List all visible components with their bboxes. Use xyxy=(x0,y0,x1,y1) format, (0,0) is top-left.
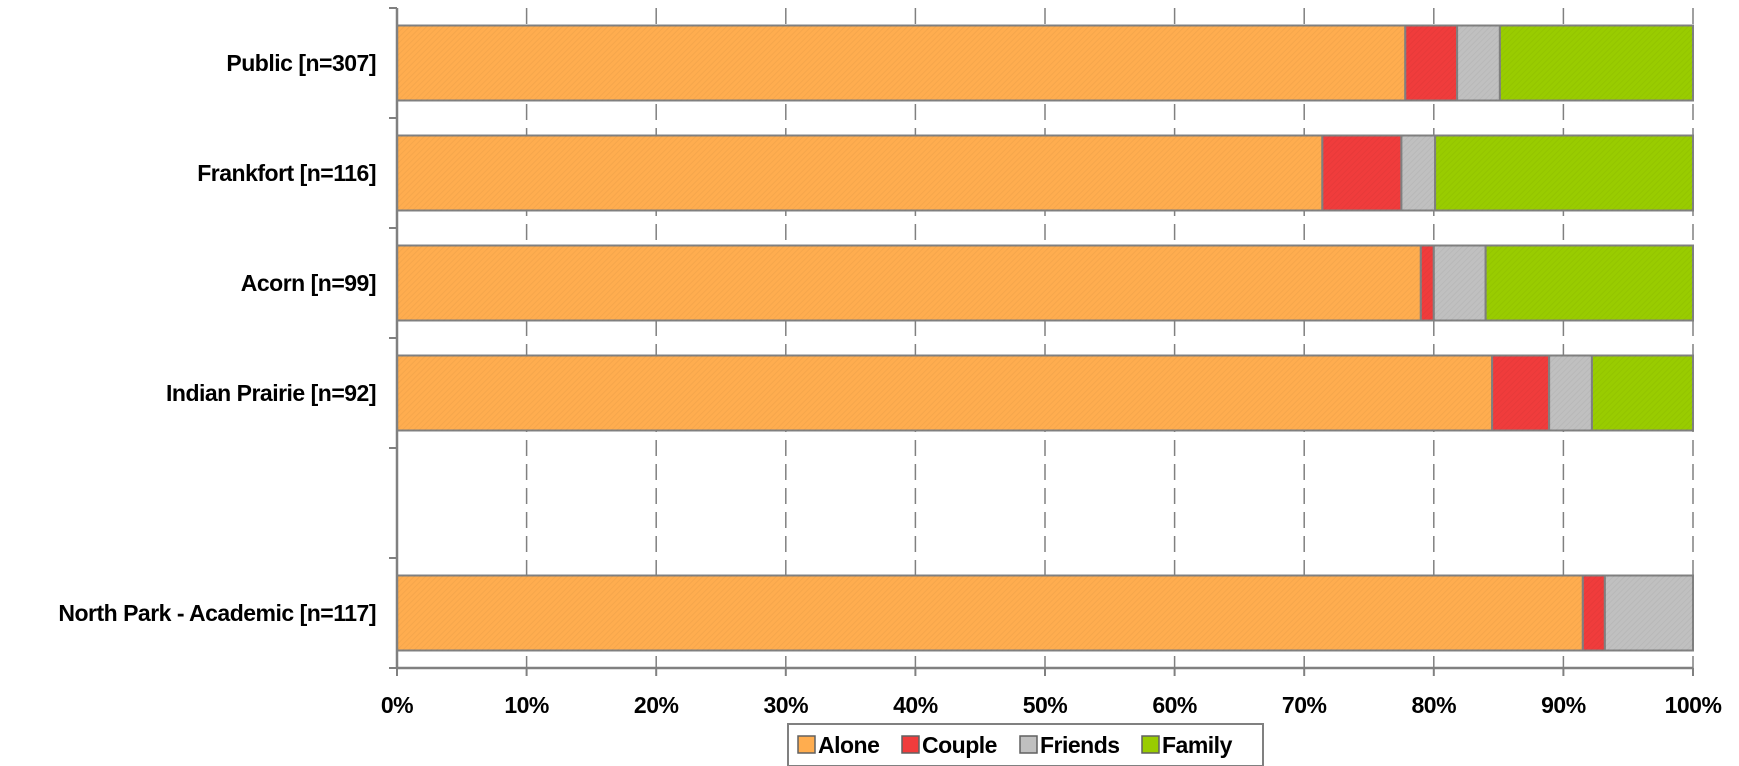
bar-segment-texture xyxy=(1405,25,1458,101)
bar-segment-texture xyxy=(397,245,1421,321)
bar-segment-texture xyxy=(1604,575,1693,651)
axes xyxy=(389,7,1694,676)
legend-label: Alone xyxy=(818,732,879,758)
bar-segment-texture xyxy=(1485,245,1693,321)
category-label: Frankfort [n=116] xyxy=(197,160,376,186)
category-label: Acorn [n=99] xyxy=(241,270,376,296)
bar-segment-texture xyxy=(1457,25,1500,101)
bar-segment-texture xyxy=(397,355,1493,431)
x-tick-labels: 0% 10% 20% 30% 40% 50% 60% 70% 80% 90% 100% xyxy=(381,692,1722,718)
x-tick-label: 90% xyxy=(1541,692,1586,718)
legend-swatch-couple xyxy=(901,735,920,754)
x-tick-label: 50% xyxy=(1023,692,1068,718)
bar-segment-texture xyxy=(1435,135,1693,211)
legend-swatch-family xyxy=(1141,735,1160,754)
bar-segment-texture xyxy=(1420,245,1434,321)
x-tick-label: 20% xyxy=(634,692,679,718)
bar-segment-texture xyxy=(397,135,1323,211)
category-labels: Public [n=307] Frankfort [n=116] Acorn [n=… xyxy=(58,50,376,626)
bar-segment-texture xyxy=(1591,355,1693,431)
x-tick-label: 0% xyxy=(381,692,413,718)
bar-segment-texture xyxy=(1499,25,1693,101)
bar-segment-texture xyxy=(1401,135,1436,211)
gridlines xyxy=(525,8,1694,668)
x-tick-label: 40% xyxy=(893,692,938,718)
x-tick-label: 60% xyxy=(1152,692,1197,718)
legend-label: Friends xyxy=(1040,732,1120,758)
bars xyxy=(396,24,1695,652)
category-label: North Park - Academic [n=117] xyxy=(58,600,376,626)
legend-swatch-friends xyxy=(1019,735,1038,754)
legend-label: Couple xyxy=(922,732,997,758)
x-tick-label: 10% xyxy=(504,692,549,718)
x-tick-label: 80% xyxy=(1412,692,1457,718)
bar-segment-texture xyxy=(397,575,1583,651)
bar-segment-texture xyxy=(1433,245,1486,321)
x-tick-label: 100% xyxy=(1665,692,1722,718)
bar-segment-texture xyxy=(1549,355,1592,431)
category-label: Public [n=307] xyxy=(226,50,376,76)
legend-label: Family xyxy=(1162,732,1233,758)
x-tick-label: 70% xyxy=(1282,692,1327,718)
bar-segment-texture xyxy=(1322,135,1402,211)
bar-segment-texture xyxy=(1582,575,1605,651)
x-tick-label: 30% xyxy=(764,692,809,718)
bar-segment-texture xyxy=(397,25,1406,101)
bar-segment-texture xyxy=(1492,355,1550,431)
legend: Alone Couple Friends Family xyxy=(787,723,1264,766)
category-label: Indian Prairie [n=92] xyxy=(166,380,376,406)
legend-swatch-alone xyxy=(797,735,816,754)
